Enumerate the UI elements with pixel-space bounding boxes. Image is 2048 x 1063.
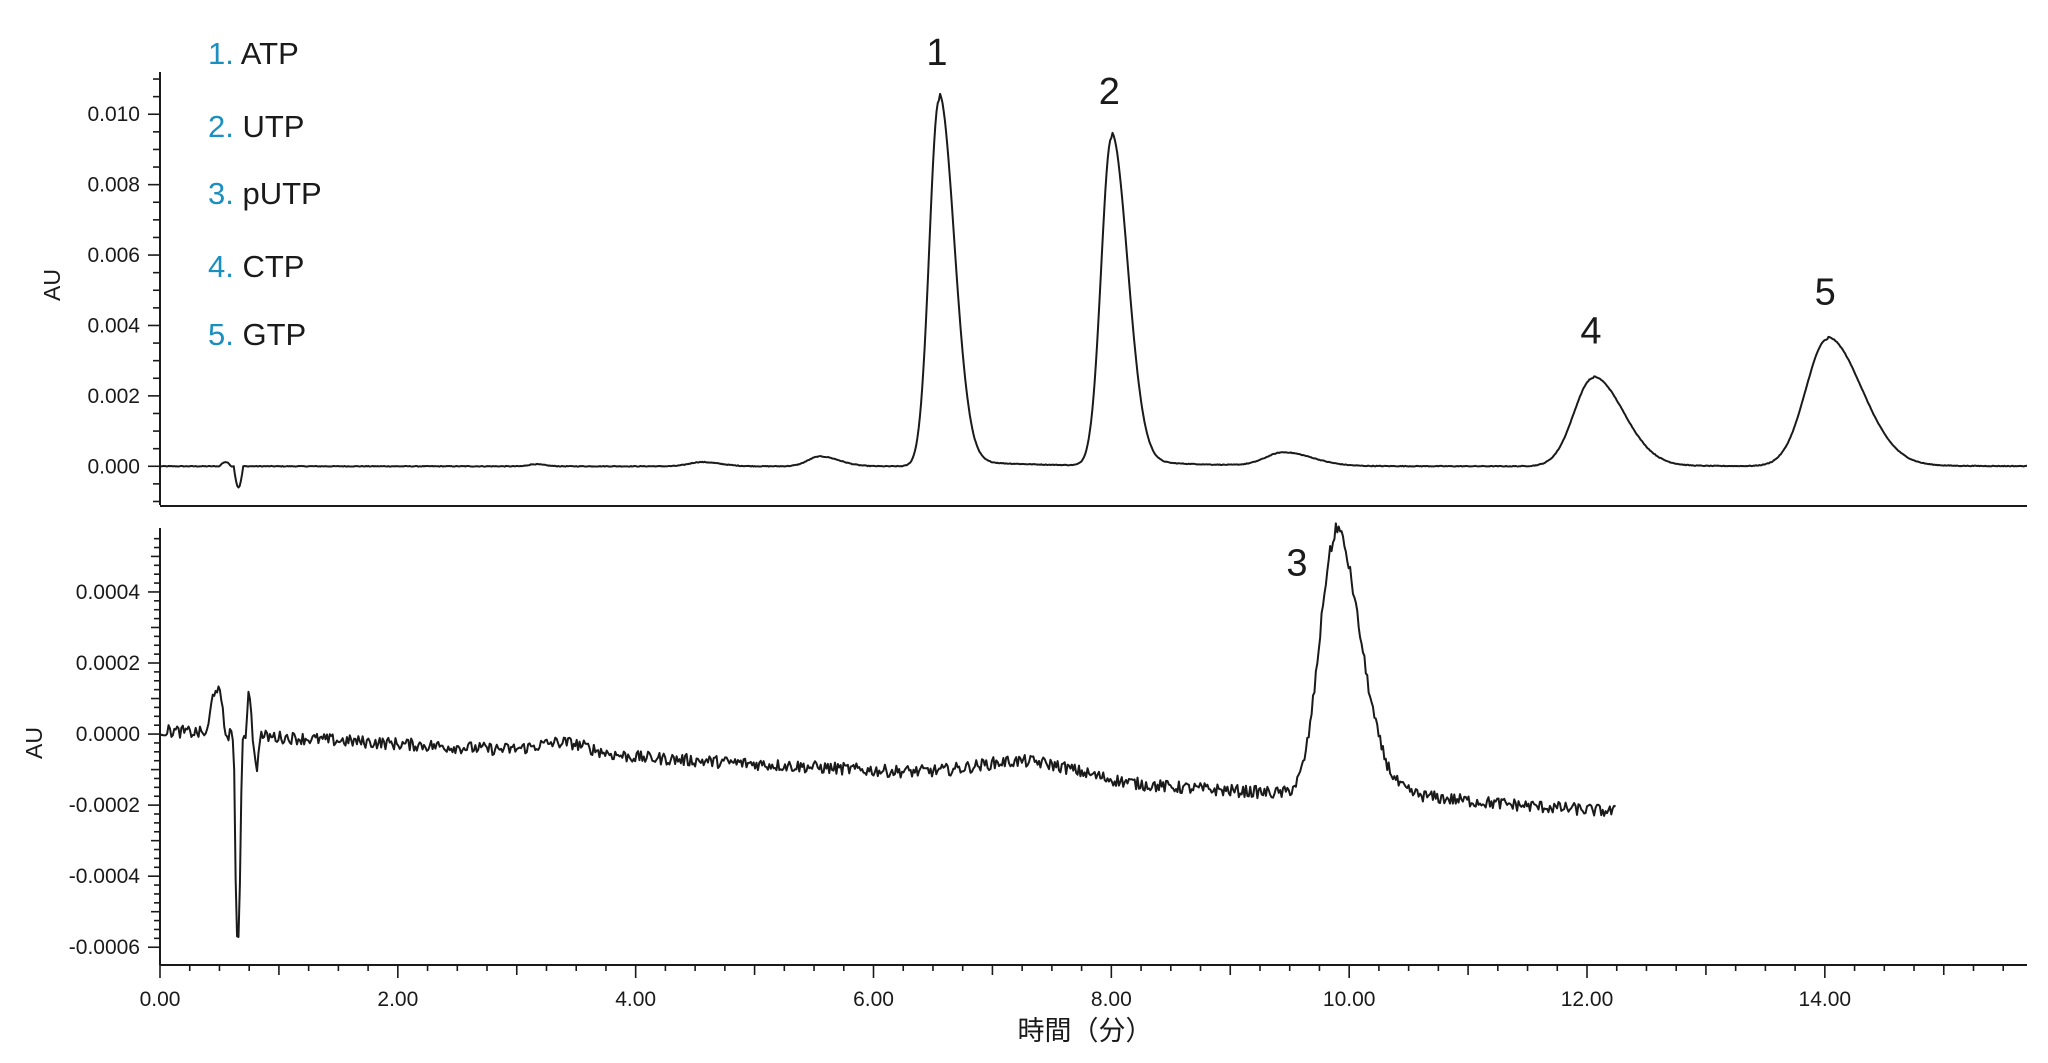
legend-number: 5. — [208, 317, 242, 352]
x-tick-label: 8.00 — [1091, 988, 1132, 1011]
legend-compound: pUTP — [242, 176, 321, 211]
bottom-y-tick-label: 0.0002 — [76, 652, 140, 675]
top-chromatogram-trace — [159, 92, 2028, 489]
legend-entry: 2. UTP — [208, 109, 304, 144]
top-y-ticks: 0.000 0.002 0.004 0.006 0.008 0.010 — [87, 78, 160, 503]
top-y-tick-label: 0.006 — [87, 244, 140, 267]
bottom-y-axis-title: AU — [21, 727, 47, 759]
legend-compound: CTP — [242, 249, 304, 284]
legend-number: 1. — [208, 36, 241, 71]
x-tick-label: 12.00 — [1561, 988, 1614, 1011]
legend-entry: 4. CTP — [208, 249, 304, 284]
top-y-tick-label: 0.008 — [87, 174, 140, 197]
bottom-y-tick-label: 0.0004 — [76, 581, 141, 604]
top-y-tick-label: 0.004 — [87, 314, 140, 337]
legend-number: 4. — [208, 249, 242, 284]
bottom-y-tick-label: -0.0004 — [69, 865, 141, 888]
peak-label: 1 — [926, 32, 947, 74]
bottom-y-tick-label: 0.0000 — [76, 723, 140, 746]
bottom-y-tick-label: -0.0002 — [69, 794, 140, 817]
x-tick-label: 2.00 — [377, 988, 418, 1011]
top-y-axis-title: AU — [39, 269, 65, 301]
top-y-tick-label: 0.002 — [87, 385, 140, 408]
bottom-chromatogram-trace — [159, 522, 1616, 938]
top-y-tick-label: 0.010 — [87, 103, 140, 126]
bottom-peak-labels: 3 — [1286, 543, 1307, 585]
peak-label: 5 — [1815, 272, 1836, 314]
x-tick-label: 10.00 — [1323, 988, 1376, 1011]
peak-label: 2 — [1099, 71, 1120, 113]
legend-entry: 5. GTP — [208, 317, 306, 352]
legend-entry: 3. pUTP — [208, 176, 322, 211]
top-y-tick-label: 0.000 — [87, 455, 140, 478]
bottom-y-tick-label: -0.0006 — [69, 936, 140, 959]
x-tick-label: 4.00 — [615, 988, 656, 1011]
x-tick-label: 14.00 — [1799, 988, 1852, 1011]
legend-compound: ATP — [241, 36, 299, 71]
bottom-chromatogram-panel: -0.0006-0.0004-0.00020.00000.00020.0004 … — [21, 522, 2027, 1046]
x-tick-label: 0.00 — [140, 988, 181, 1011]
legend-compound: UTP — [242, 109, 304, 144]
peak-label: 4 — [1580, 310, 1601, 352]
legend-number: 2. — [208, 109, 242, 144]
x-tick-label: 6.00 — [853, 988, 894, 1011]
bottom-y-ticks: -0.0006 -0.0004 -0.0002 0.0000 0.0002 0.0004 — [69, 537, 160, 959]
x-axis-title: 時間（分） — [1018, 1016, 1153, 1046]
top-peak-labels: 1 2 4 5 — [926, 32, 1835, 352]
top-chromatogram-panel: 0.000 0.002 0.004 0.006 0.008 0.010 AU 1 2 4 5 1… — [39, 32, 2028, 507]
peak-label: 3 — [1286, 543, 1307, 585]
legend-number: 3. — [208, 176, 242, 211]
legend-compound: GTP — [242, 317, 306, 352]
legend-entry: 1. ATP — [208, 36, 299, 71]
x-ticks: 0.00 2.00 4.00 6.00 8.00 10.00 12.00 14.00 — [140, 965, 2005, 1011]
